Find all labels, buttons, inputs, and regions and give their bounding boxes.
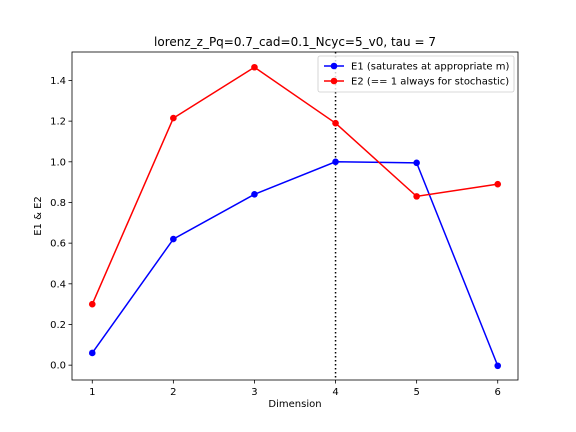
x-tick-label: 2 [170,387,176,398]
legend-label-1: E1 (saturates at appropriate m) [351,62,509,73]
series-2-point [170,114,177,122]
series-1-point [413,159,420,167]
y-tick-label: 0.8 [50,198,66,209]
series-1-point [170,235,177,243]
series-1-point [251,191,258,198]
series-2-point [332,119,339,127]
x-tick-label: 5 [413,387,419,398]
y-tick-label: 1.4 [50,76,66,87]
plot-area: 1 2 3 4 5 6 0.0 0.2 0.4 0.6 0.8 1.0 1.2 1.4 [50,51,519,398]
series-2-point [88,300,96,308]
y-tick-label: 1.2 [50,117,66,128]
legend-box [317,55,515,93]
x-tick-label: 4 [332,387,338,398]
y-tick-label: 0.2 [50,320,66,331]
x-tick-label: 1 [89,387,95,398]
series-2-point [251,63,258,71]
legend-label-2: E2 (== 1 always for stochastic) [351,77,509,88]
chart-title: lorenz_z_Pq=0.7_cad=0.1_Ncyc=5_v0, tau =… [154,35,436,49]
x-tick-label: 3 [251,387,257,398]
axes-frame [71,51,519,381]
legend-marker-2 [330,77,338,85]
y-tick-label: 0.0 [50,361,66,372]
series-line-2 [91,66,498,305]
series-2-point [413,193,420,200]
legend-marker-1 [330,62,338,70]
series-1-point [494,362,502,370]
series-1-point [88,349,96,357]
legend: E1 (saturates at appropriate m) E2 (== 1 … [317,55,515,93]
series-1-point [332,158,339,166]
y-tick-label: 1.0 [50,157,66,168]
y-axis-label: E1 & E2 [33,196,44,236]
x-axis-label: Dimension [268,399,321,410]
series-2-point [494,180,502,188]
series-line-1 [91,161,499,367]
y-tick-label: 0.6 [50,239,66,250]
y-tick-label: 0.4 [50,279,66,290]
x-tick-label: 6 [495,387,501,398]
